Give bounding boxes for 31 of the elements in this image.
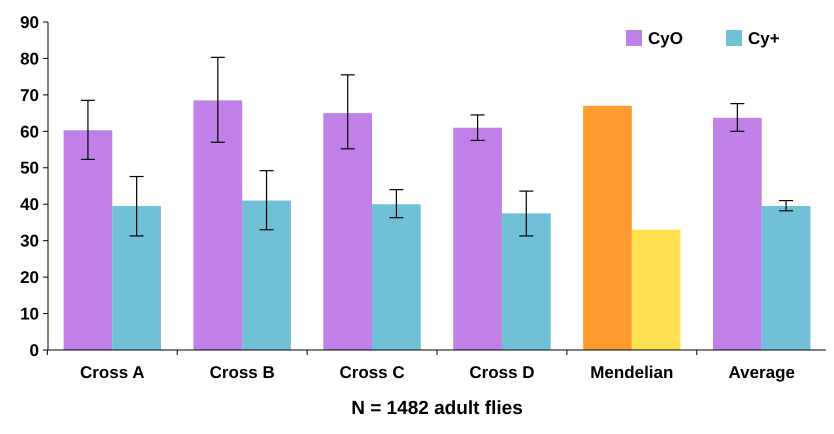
y-tick-label: 20 <box>20 268 39 288</box>
bar <box>372 204 421 350</box>
x-tick-label: Cross A <box>80 363 145 382</box>
y-tick-label: 60 <box>20 122 39 142</box>
y-tick-label: 80 <box>20 49 39 68</box>
bar <box>453 128 502 350</box>
y-tick-label: 70 <box>20 86 39 105</box>
bar <box>632 230 681 350</box>
legend-label: Cy+ <box>748 28 780 48</box>
bar <box>323 113 372 350</box>
bar <box>242 200 291 350</box>
x-tick-label: Cross B <box>210 363 275 382</box>
legend-label: CyO <box>648 28 683 48</box>
bar <box>583 106 632 350</box>
bar <box>64 130 112 350</box>
bar <box>762 206 810 350</box>
x-tick-label: Cross C <box>339 363 405 382</box>
y-tick-label: 50 <box>20 158 39 178</box>
bar <box>502 213 551 350</box>
x-tick-label: Mendelian <box>590 363 674 382</box>
bar <box>713 118 762 350</box>
x-axis-title: N = 1482 adult flies <box>351 398 523 419</box>
y-tick-label: 30 <box>20 232 39 251</box>
y-tick-label: 0 <box>30 340 39 360</box>
x-tick-label: Cross D <box>469 363 535 382</box>
y-tick-label: 90 <box>20 12 39 32</box>
bar <box>112 206 161 350</box>
y-tick-label: 10 <box>20 304 39 324</box>
x-tick-label: Average <box>728 363 795 382</box>
y-tick-label: 40 <box>20 195 39 214</box>
bar <box>193 100 242 350</box>
